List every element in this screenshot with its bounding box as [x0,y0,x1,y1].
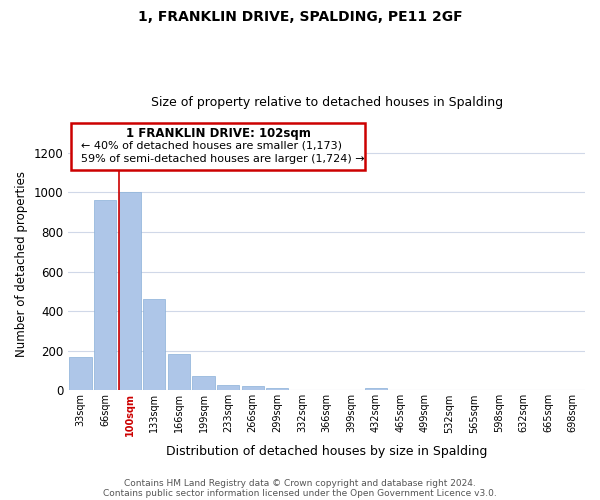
Text: 59% of semi-detached houses are larger (1,724) →: 59% of semi-detached houses are larger (… [81,154,365,164]
Y-axis label: Number of detached properties: Number of detached properties [15,170,28,356]
Bar [242,386,264,390]
Text: 1 FRANKLIN DRIVE: 102sqm: 1 FRANKLIN DRIVE: 102sqm [125,127,310,140]
Bar [94,200,116,390]
X-axis label: Distribution of detached houses by size in Spalding: Distribution of detached houses by size … [166,444,487,458]
Text: 1, FRANKLIN DRIVE, SPALDING, PE11 2GF: 1, FRANKLIN DRIVE, SPALDING, PE11 2GF [137,10,463,24]
FancyBboxPatch shape [71,123,365,170]
Bar [143,300,166,390]
Bar [365,388,387,390]
Text: Contains HM Land Registry data © Crown copyright and database right 2024.: Contains HM Land Registry data © Crown c… [124,478,476,488]
Text: ← 40% of detached houses are smaller (1,173): ← 40% of detached houses are smaller (1,… [81,141,342,151]
Bar [70,356,92,390]
Text: Contains public sector information licensed under the Open Government Licence v3: Contains public sector information licen… [103,488,497,498]
Bar [266,388,289,390]
Bar [217,386,239,390]
Bar [168,354,190,391]
Bar [119,192,141,390]
Title: Size of property relative to detached houses in Spalding: Size of property relative to detached ho… [151,96,503,110]
Bar [193,376,215,390]
